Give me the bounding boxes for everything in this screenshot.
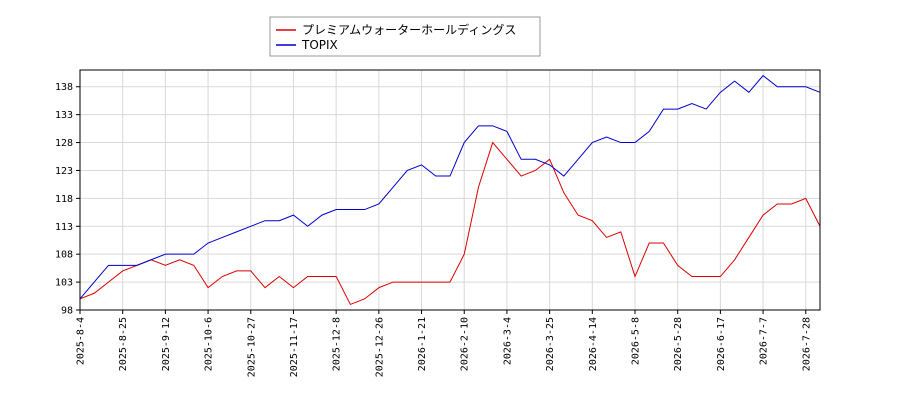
legend-box — [269, 16, 541, 57]
x-tick-label: 2026-5-8 — [631, 317, 642, 365]
series-line — [79, 141, 821, 306]
x-tick-label: 2025-12-26 — [374, 317, 385, 377]
series-line — [79, 74, 821, 300]
x-tick-label: 2025-9-12 — [161, 317, 172, 371]
x-tick-label: 2026-3-4 — [502, 317, 513, 365]
x-tick-label: 2026-6-17 — [716, 317, 727, 371]
y-tick-label: 118 — [55, 194, 73, 205]
x-tick-label: 2026-1-21 — [417, 317, 428, 371]
y-tick-label: 133 — [55, 110, 73, 121]
x-tick-label: 2026-5-28 — [673, 317, 684, 371]
y-tick-label: 113 — [55, 222, 73, 233]
x-tick-label: 2025-11-17 — [289, 317, 300, 377]
x-tick-label: 2025-10-6 — [204, 317, 215, 371]
plot-frame — [79, 69, 821, 311]
legend-label: プレミアムウォーターホールディングス — [302, 22, 516, 37]
y-tick-label: 128 — [55, 138, 73, 149]
y-tick-label: 108 — [55, 250, 73, 261]
x-tick-label: 2026-3-25 — [545, 317, 556, 371]
x-tick-label: 2026-4-14 — [588, 317, 599, 371]
y-tick-label: 123 — [55, 166, 73, 177]
x-tick-label: 2025-10-27 — [246, 317, 257, 377]
x-tick-label: 2026-2-10 — [460, 317, 471, 371]
y-tick-label: 98 — [61, 306, 73, 317]
y-tick-label: 138 — [55, 82, 73, 93]
x-tick-label: 2025-8-4 — [76, 317, 87, 365]
legend-label: TOPIX — [301, 38, 338, 52]
x-tick-label: 2026-7-28 — [801, 317, 812, 371]
x-tick-label: 2025-12-8 — [332, 317, 343, 371]
y-tick-label: 103 — [55, 278, 73, 289]
x-tick-label: 2026-7-7 — [759, 317, 770, 365]
x-tick-label: 2025-8-25 — [118, 317, 129, 371]
